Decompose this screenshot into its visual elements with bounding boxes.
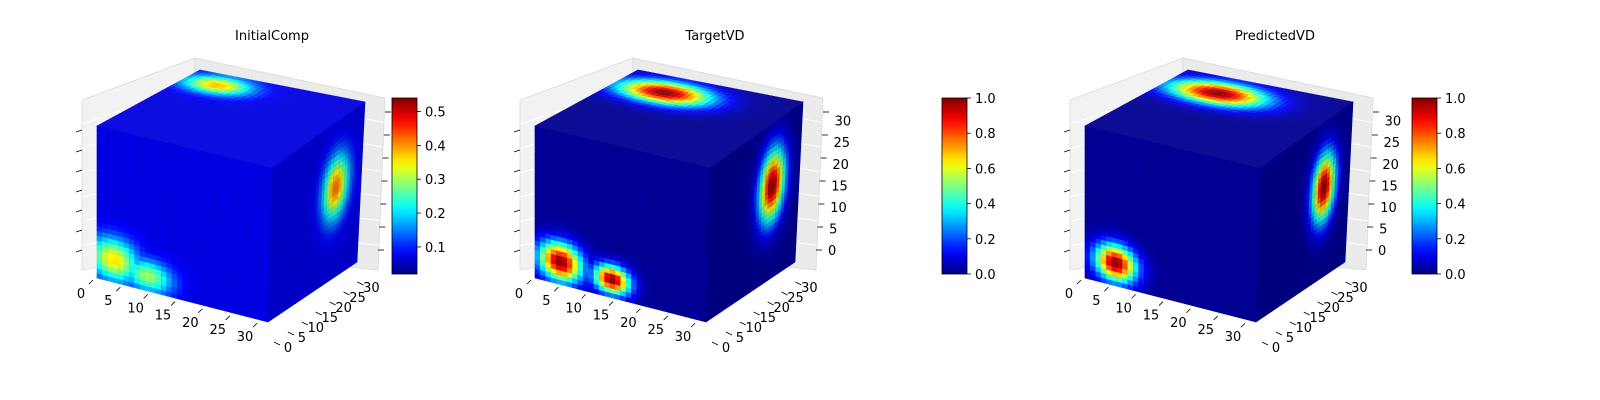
colorbar-tick-label: 0.2 [425, 207, 446, 222]
pane-tick-mark [75, 169, 83, 173]
x-tick-label: 25 [209, 323, 226, 338]
x-tick-label: 15 [155, 309, 172, 324]
x-tick-label: 0 [77, 287, 85, 302]
pane-tick-mark [75, 229, 83, 233]
pane-tick-mark [75, 189, 83, 193]
chart-title: InitialComp [235, 29, 309, 44]
y-tick-label: 30 [363, 281, 380, 296]
colorbar-tick-label: 0.4 [425, 139, 446, 154]
x-tick-label: 5 [104, 294, 112, 309]
x-tick-mark [198, 308, 203, 314]
x-tick-label: 20 [182, 316, 199, 331]
colorbar-tick-label: 0.5 [425, 106, 446, 121]
x-tick-mark [143, 294, 148, 299]
pane-tick-mark [75, 129, 83, 133]
panel-targetvd: TargetVD 0 5 10 15 20 25 300510152025300510152… [513, 29, 996, 356]
x-tick-mark [116, 286, 121, 292]
face-top [96, 69, 366, 169]
pane-tick-mark [75, 209, 83, 213]
colorbar-tick-label: 0.3 [425, 173, 446, 188]
panel-initialcomp: InitialComp 0 5 10 15 20 25 300510152025300.10… [75, 29, 446, 356]
colorbar-bar [391, 97, 418, 275]
colorbar-tick-label: 0.1 [425, 241, 446, 256]
chart-title: TargetVD [684, 29, 744, 44]
y-tick-mark [287, 331, 295, 336]
y-tick-label: 5 [298, 331, 306, 346]
y-tick-label: 0 [284, 341, 292, 356]
pane-tick-mark [75, 249, 83, 253]
x-tick-mark [88, 279, 94, 285]
colorbar: 0.1 0.2 0.3 0.4 0.5 [391, 97, 446, 275]
x-tick-label: 30 [237, 330, 254, 345]
x-tick-mark [170, 301, 176, 306]
x-tick-mark [225, 315, 231, 321]
pane-tick-mark [75, 149, 83, 153]
x-tick-label: 10 [127, 301, 144, 316]
y-tick-mark [273, 341, 281, 346]
x-tick-mark [252, 322, 258, 328]
